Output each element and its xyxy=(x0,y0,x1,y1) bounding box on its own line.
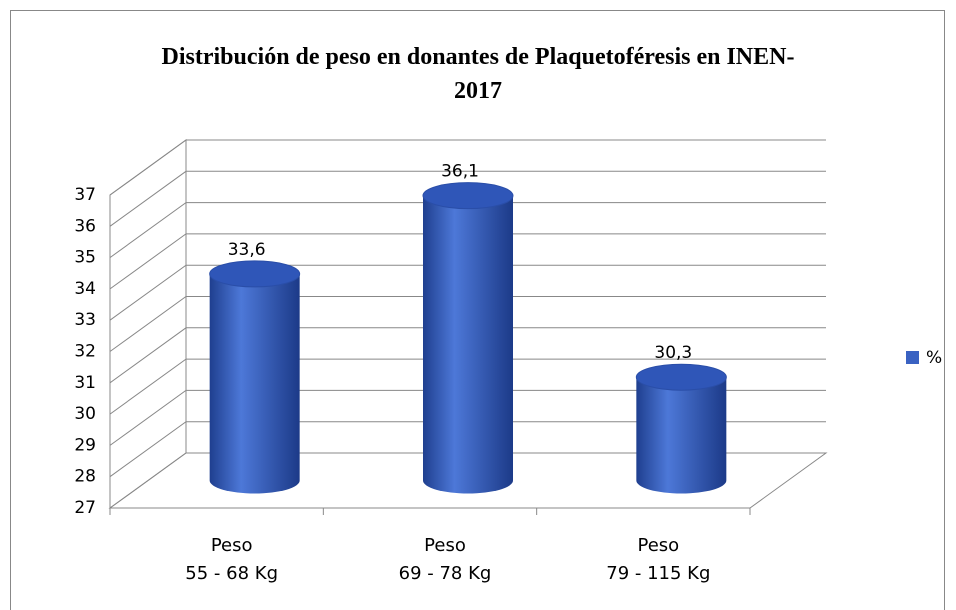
bar-top xyxy=(422,182,514,210)
value-label: 36,1 xyxy=(441,162,479,182)
grid-line xyxy=(109,202,826,259)
chart-border xyxy=(10,10,945,610)
y-tick-label: 34 xyxy=(74,279,96,299)
grid-line xyxy=(109,421,826,478)
bar-body xyxy=(423,195,513,494)
y-tick-label: 30 xyxy=(74,404,96,424)
grid-line xyxy=(109,139,826,196)
bar-body xyxy=(209,273,300,494)
bar-top xyxy=(635,363,727,391)
y-tick-label: 29 xyxy=(74,435,96,455)
grid-line xyxy=(109,233,826,290)
grid-line xyxy=(109,452,826,509)
y-tick-label: 31 xyxy=(74,373,96,393)
bar-body xyxy=(636,377,727,494)
x-tick-label: Peso 69 - 78 Kg xyxy=(398,535,492,584)
y-tick-label: 32 xyxy=(74,342,96,362)
bar xyxy=(422,182,514,494)
x-tick-label: Peso 79 - 115 Kg xyxy=(606,535,711,584)
grid-line xyxy=(109,170,826,227)
grid-line xyxy=(109,264,826,321)
bar xyxy=(209,260,301,494)
grid-line xyxy=(109,296,826,352)
y-tick-label: 37 xyxy=(74,185,96,205)
y-tick-label: 27 xyxy=(74,498,96,518)
y-tick-label: 28 xyxy=(74,467,96,487)
grid-line xyxy=(109,327,826,384)
legend-swatch xyxy=(906,351,919,364)
y-tick-label: 33 xyxy=(74,310,96,330)
y-tick-label: 35 xyxy=(74,248,96,268)
value-label: 33,6 xyxy=(228,240,266,260)
bar-top xyxy=(209,260,301,288)
chart-title: Distribución de peso en donantes de Plaq… xyxy=(161,44,795,104)
value-label: 30,3 xyxy=(654,343,692,363)
grid-line xyxy=(109,389,826,446)
bar xyxy=(635,363,727,494)
grid-line xyxy=(109,358,826,415)
legend-label: % xyxy=(926,348,942,368)
x-tick-label: Peso 55 - 68 Kg xyxy=(185,535,278,584)
y-tick-label: 36 xyxy=(74,216,96,236)
